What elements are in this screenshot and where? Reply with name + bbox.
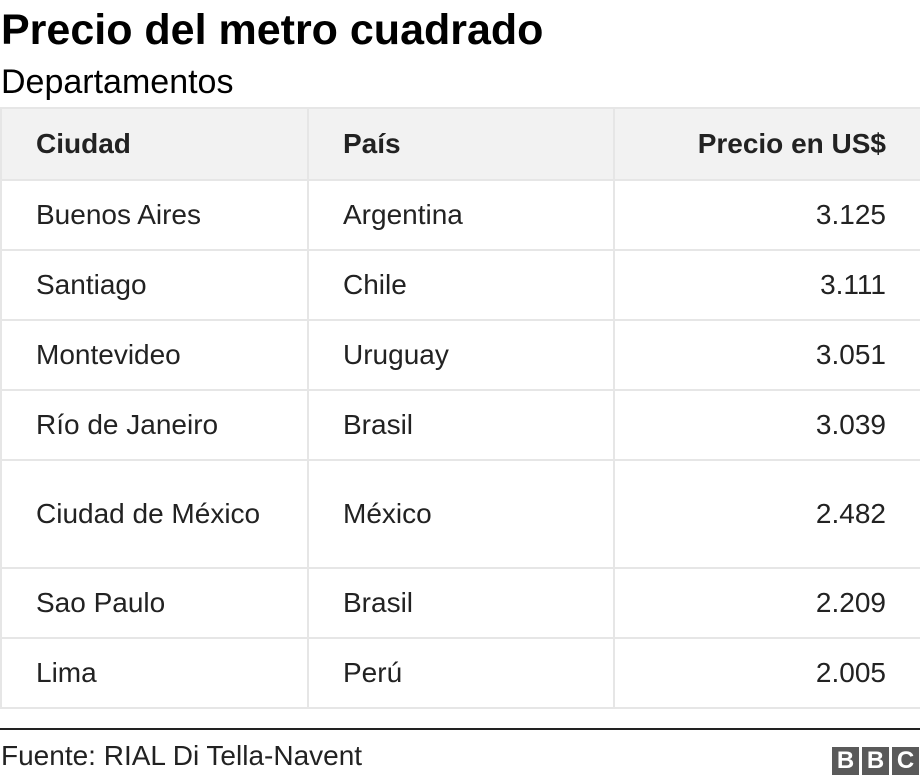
cell-city: Lima: [0, 637, 309, 709]
cell-price: 3.039: [613, 389, 920, 461]
cell-country: Argentina: [307, 179, 615, 251]
table-body: Buenos Aires Argentina 3.125 Santiago Ch…: [0, 179, 920, 709]
cell-city: Santiago: [0, 249, 309, 321]
cell-price: 2.005: [613, 637, 920, 709]
cell-country: Uruguay: [307, 319, 615, 391]
logo-letter: C: [892, 747, 919, 775]
price-table: Ciudad País Precio en US$ Buenos Aires A…: [0, 107, 920, 709]
cell-country: Brasil: [307, 567, 615, 639]
table-row: Sao Paulo Brasil 2.209: [0, 567, 920, 639]
column-header-pais: País: [307, 107, 615, 181]
cell-city: Río de Janeiro: [0, 389, 309, 461]
cell-country: Chile: [307, 249, 615, 321]
chart-title: Precio del metro cuadrado: [1, 6, 544, 54]
source-note: Fuente: RIAL Di Tella-Navent: [1, 740, 363, 771]
table-row: Río de Janeiro Brasil 3.039: [0, 389, 920, 461]
cell-city: Buenos Aires: [0, 179, 309, 251]
footer-divider: [0, 728, 920, 730]
table-row: Santiago Chile 3.111: [0, 249, 920, 321]
cell-price: 3.125: [613, 179, 920, 251]
cell-price: 3.051: [613, 319, 920, 391]
cell-city: Sao Paulo: [0, 567, 309, 639]
column-header-ciudad: Ciudad: [0, 107, 309, 181]
table-row: Montevideo Uruguay 3.051: [0, 319, 920, 391]
header-row: Ciudad País Precio en US$: [0, 107, 920, 181]
cell-country: México: [307, 459, 615, 569]
cell-city: Ciudad de México: [0, 459, 309, 569]
logo-letter: B: [862, 747, 889, 775]
bbc-logo: B B C: [832, 747, 919, 775]
table-row: Lima Perú 2.005: [0, 637, 920, 709]
column-header-precio: Precio en US$: [613, 107, 920, 181]
cell-price: 2.482: [613, 459, 920, 569]
table-header: Ciudad País Precio en US$: [0, 107, 920, 181]
cell-price: 2.209: [613, 567, 920, 639]
table-row: Ciudad de México México 2.482: [0, 459, 920, 569]
chart-subtitle: Departamentos: [1, 63, 234, 101]
cell-price: 3.111: [613, 249, 920, 321]
cell-country: Perú: [307, 637, 615, 709]
cell-country: Brasil: [307, 389, 615, 461]
table-row: Buenos Aires Argentina 3.125: [0, 179, 920, 251]
logo-letter: B: [832, 747, 859, 775]
cell-city: Montevideo: [0, 319, 309, 391]
